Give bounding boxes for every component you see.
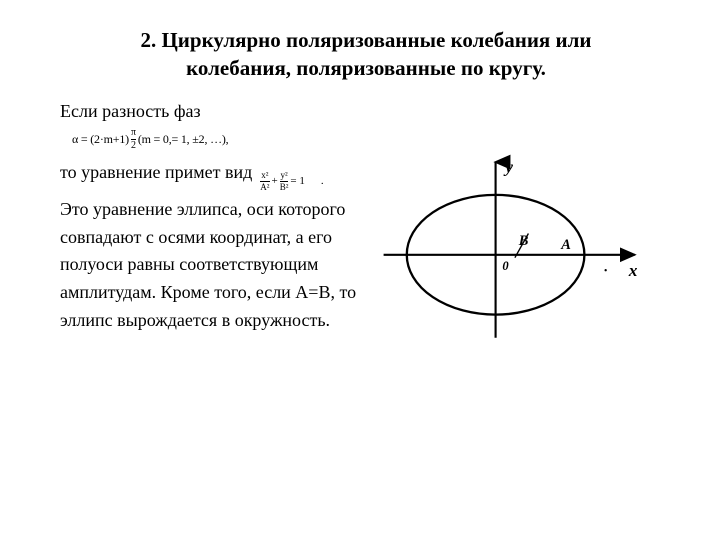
t2-num: y² — [280, 171, 287, 181]
ellipse-figure: y x A B 0 — [372, 143, 652, 353]
term1: x² A² — [260, 171, 269, 192]
formula1-fraction: π 2 — [131, 128, 136, 151]
eq: = 1 — [290, 175, 304, 187]
t2-den: B² — [280, 181, 289, 192]
formula1-prefix: α = (2·m+1) — [72, 132, 129, 147]
label-A: A — [560, 237, 571, 253]
plus: + — [272, 175, 278, 187]
frac-num: π — [131, 128, 136, 139]
label-B: B — [518, 233, 529, 249]
figure-column: y x A B 0 — [370, 101, 672, 353]
body-row: Если разность фаз α = (2·m+1) π 2 (m = 0… — [60, 101, 672, 353]
formula-ellipse-eq: x² A² + y² B² = 1 . — [258, 171, 323, 192]
term2: y² B² — [280, 171, 289, 192]
frac-den: 2 — [131, 139, 136, 151]
transition-text: то уравнение примет вид — [60, 162, 252, 183]
t1-num: x² — [261, 171, 268, 181]
axis-label-y: y — [503, 157, 513, 176]
label-origin: 0 — [502, 259, 509, 273]
intro-line: Если разность фаз — [60, 101, 370, 122]
eq-dot: . — [321, 175, 324, 187]
formula1-mvals: = 1, ±2, …), — [172, 132, 229, 147]
title-line-2: колебания, поляризованные по кругу. — [70, 54, 662, 82]
axis-label-x: x — [628, 261, 638, 280]
document-page: 2. Циркулярно поляризованные колебания и… — [0, 0, 720, 540]
formula1-mid: (m = 0, — [138, 132, 172, 147]
text-column: Если разность фаз α = (2·m+1) π 2 (m = 0… — [60, 101, 370, 335]
t1-den: A² — [260, 181, 269, 192]
formula-alpha: α = (2·m+1) π 2 (m = 0, = 1, ±2, …), — [72, 128, 370, 152]
title-line-1: 2. Циркулярно поляризованные колебания и… — [70, 26, 662, 54]
tick-dot — [604, 269, 606, 271]
paragraph-body: Это уравнение эллипса, оси которого совп… — [60, 196, 370, 335]
page-title: 2. Циркулярно поляризованные колебания и… — [60, 26, 672, 83]
transition-row: то уравнение примет вид x² A² + y² B² = … — [60, 162, 370, 192]
